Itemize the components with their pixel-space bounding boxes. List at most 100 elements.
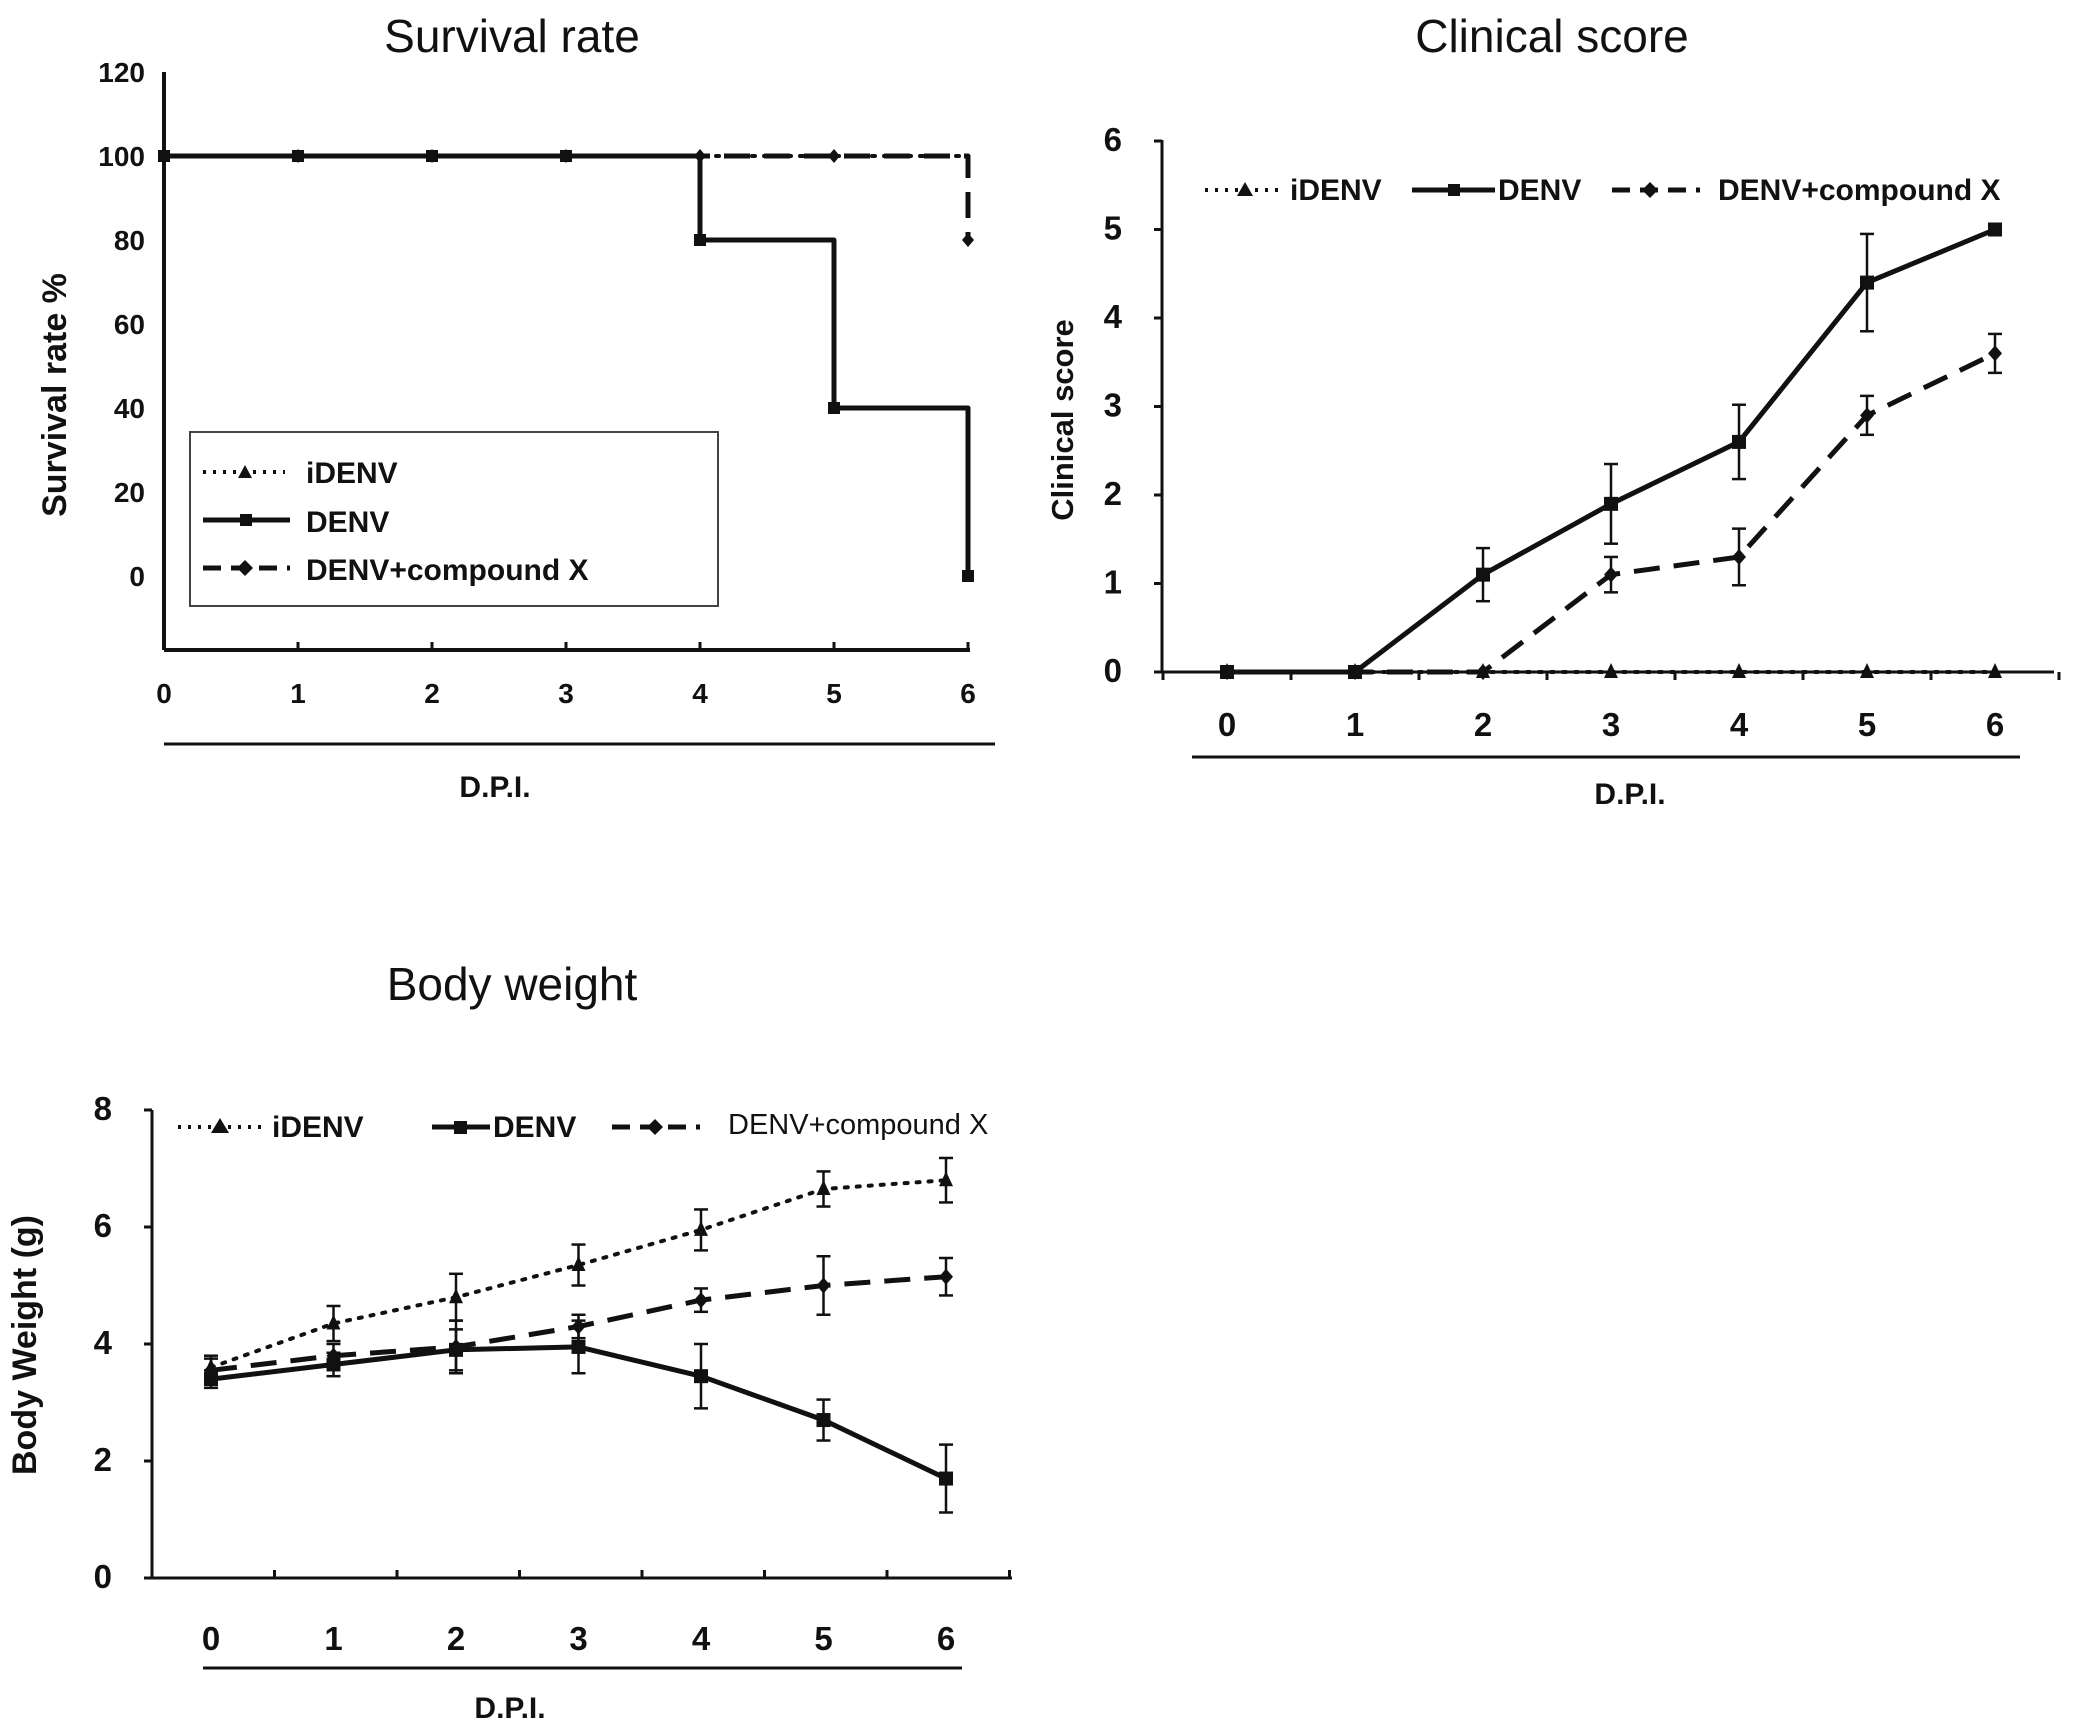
legend-label-denv-compound: DENV+compound X	[306, 554, 589, 587]
data-point	[1348, 664, 1362, 680]
x-tick-label: 0	[202, 1620, 220, 1657]
data-point	[1732, 434, 1746, 449]
series-group	[158, 149, 974, 582]
data-point	[204, 1362, 218, 1379]
y-tick-label: 6	[1104, 121, 1122, 158]
data-point	[1476, 664, 1490, 680]
legend-label-idenv: iDENV	[272, 1111, 364, 1144]
x-axis-label: D.P.I.	[1594, 778, 1665, 811]
data-point	[571, 1256, 586, 1272]
series-group	[204, 1156, 953, 1514]
square-marker-icon	[454, 1121, 467, 1134]
diamond-marker-icon	[237, 560, 253, 576]
diamond-marker-icon	[647, 1119, 663, 1135]
x-tick-label: 2	[447, 1620, 465, 1657]
x-tick-label: 3	[558, 678, 574, 709]
data-point	[694, 1369, 708, 1384]
data-point	[326, 1347, 341, 1364]
tick-labels: 0 2 4 6 8 0 1 2 3 4 5 6	[94, 1090, 1011, 1657]
data-point	[1732, 663, 1746, 678]
y-axis-label: Body Weight (g)	[6, 1215, 44, 1475]
y-tick-label: 8	[94, 1090, 112, 1127]
chart-title: Body weight	[387, 958, 638, 1010]
data-point	[1860, 663, 1874, 678]
data-point	[939, 1471, 953, 1486]
data-point	[1988, 345, 2002, 362]
x-tick-label: 3	[569, 1620, 587, 1657]
y-tick-label: 80	[114, 225, 145, 256]
clinical-score-panel: Clinical score Clinical score D.P.I. 0 1 2…	[1045, 10, 2061, 811]
y-tick-label: 2	[1104, 475, 1122, 512]
data-point	[449, 1288, 463, 1304]
series-group	[1220, 222, 2002, 680]
y-tick-label: 6	[94, 1207, 112, 1244]
data-point	[694, 1220, 708, 1236]
x-tick-label: 4	[1730, 706, 1749, 743]
y-tick-label: 0	[1104, 652, 1122, 689]
data-point	[939, 1268, 953, 1285]
data-point	[1604, 663, 1618, 678]
triangle-marker-icon	[238, 465, 252, 478]
data-point	[962, 570, 974, 582]
data-point	[816, 1277, 831, 1294]
y-tick-label: 1	[1104, 564, 1122, 601]
data-point	[694, 234, 706, 246]
data-point	[571, 1318, 586, 1335]
data-point	[292, 149, 304, 163]
data-point	[828, 402, 840, 414]
data-point	[1988, 663, 2002, 678]
y-tick-label: 100	[98, 141, 145, 172]
legend-label-idenv: iDENV	[306, 457, 398, 490]
data-point	[694, 1292, 708, 1309]
series-line	[164, 153, 971, 240]
data-point	[560, 149, 572, 163]
legend-label-denv: DENV	[306, 506, 389, 539]
series-denv-compound-x	[204, 1255, 953, 1384]
y-tick-label: 4	[94, 1324, 113, 1361]
series-denv-compound-x	[1220, 332, 2002, 680]
x-tick-label: 5	[826, 678, 842, 709]
y-tick-label: 60	[114, 309, 145, 340]
tick-labels: 0 20 40 60 80 100 120 0 1 2 3 4 5 6	[98, 57, 976, 709]
y-tick-label: 4	[1104, 298, 1123, 335]
data-point	[962, 233, 974, 247]
series-denv	[1220, 222, 2002, 679]
x-tick-label: 1	[1346, 706, 1364, 743]
triangle-marker-icon	[211, 1118, 229, 1133]
legend-label-idenv: iDENV	[1290, 174, 1382, 207]
series-line	[1227, 227, 1996, 675]
square-marker-icon	[240, 514, 252, 526]
data-point	[449, 1338, 463, 1355]
y-axis-label: Survival rate %	[36, 273, 74, 517]
data-point	[939, 1171, 953, 1187]
x-tick-label: 6	[937, 1620, 955, 1657]
data-point	[1860, 407, 1874, 424]
y-tick-label: 120	[98, 57, 145, 88]
data-point	[158, 149, 170, 163]
data-point	[426, 149, 438, 163]
y-tick-label: 0	[129, 561, 145, 592]
x-axis-label: D.P.I.	[459, 771, 530, 804]
x-tick-label: 1	[324, 1620, 342, 1657]
data-point	[828, 149, 840, 163]
data-point	[1476, 567, 1490, 582]
series-denv	[204, 1319, 953, 1514]
y-tick-label: 0	[94, 1558, 112, 1595]
legend: iDENV DENV DENV+compound X	[1205, 174, 2001, 207]
x-axis-label: D.P.I.	[474, 1692, 545, 1725]
tick-labels: 0 1 2 3 4 5 6 0 1 2 3 4 5 6	[1104, 121, 2061, 743]
x-tick-label: 6	[960, 678, 976, 709]
data-point	[694, 149, 706, 163]
y-tick-label: 2	[94, 1441, 112, 1478]
legend: iDENV DENV DENV+compound X	[178, 1109, 988, 1144]
y-tick-label: 3	[1104, 387, 1122, 424]
x-tick-label: 2	[424, 678, 440, 709]
data-point	[1860, 275, 1874, 290]
chart-title: Survival rate	[384, 10, 640, 62]
data-point	[816, 1413, 831, 1428]
x-tick-label: 4	[692, 678, 708, 709]
legend-label-denv: DENV	[1498, 174, 1581, 207]
data-point	[816, 1179, 831, 1195]
survival-panel: Survival rate Survival rate % D.P.I. 020…	[36, 10, 995, 804]
